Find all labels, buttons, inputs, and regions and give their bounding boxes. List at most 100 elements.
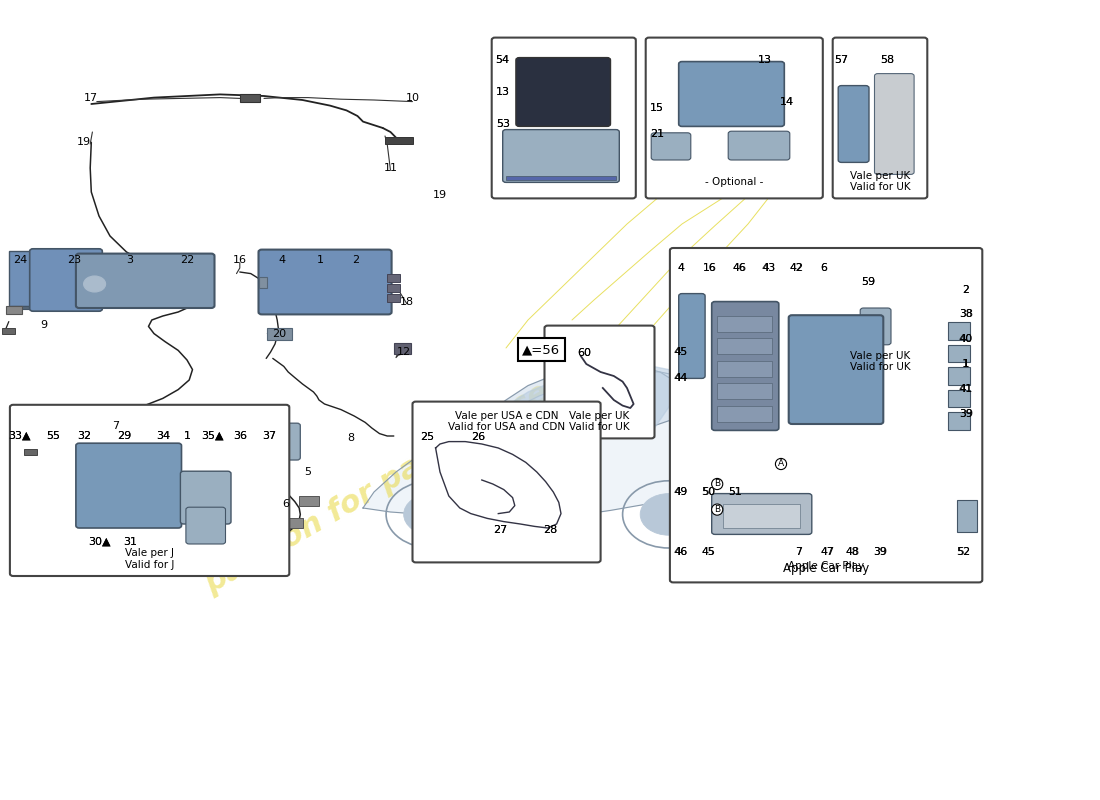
Text: 43: 43	[762, 263, 776, 273]
Text: 36: 36	[233, 431, 246, 441]
Text: 46: 46	[674, 547, 688, 557]
FancyBboxPatch shape	[412, 402, 601, 562]
FancyBboxPatch shape	[270, 423, 300, 460]
Bar	[717, 406, 772, 422]
Text: 16: 16	[233, 255, 246, 265]
Text: 41: 41	[959, 384, 972, 394]
FancyBboxPatch shape	[492, 38, 636, 198]
Text: 14: 14	[780, 98, 793, 107]
Text: 25: 25	[420, 432, 433, 442]
Text: 5: 5	[305, 467, 311, 477]
FancyBboxPatch shape	[76, 443, 182, 528]
FancyBboxPatch shape	[76, 254, 214, 308]
Text: 33▲: 33▲	[9, 431, 31, 441]
Text: 52: 52	[957, 547, 970, 557]
Text: 46: 46	[733, 263, 746, 273]
Text: 35▲: 35▲	[201, 431, 223, 441]
Bar	[948, 390, 970, 407]
FancyBboxPatch shape	[712, 302, 779, 430]
Text: 25: 25	[420, 432, 433, 442]
Text: 21: 21	[650, 130, 663, 139]
Circle shape	[404, 494, 461, 535]
Text: 7: 7	[112, 421, 119, 430]
Text: 34: 34	[156, 431, 169, 441]
Bar	[948, 345, 970, 362]
Text: 4: 4	[678, 263, 684, 273]
Text: B: B	[714, 505, 720, 514]
Text: 34: 34	[156, 431, 169, 441]
FancyBboxPatch shape	[860, 308, 891, 345]
Bar	[394, 343, 411, 354]
Text: 44: 44	[674, 373, 688, 382]
Text: 42: 42	[790, 263, 803, 273]
FancyBboxPatch shape	[670, 248, 982, 582]
Text: 52: 52	[957, 547, 970, 557]
Bar	[258, 277, 267, 288]
Bar	[717, 338, 772, 354]
Text: 1: 1	[962, 359, 969, 369]
Bar	[385, 137, 412, 144]
Bar	[957, 500, 977, 532]
Bar	[299, 496, 319, 506]
Text: 27: 27	[494, 525, 507, 534]
Text: 31: 31	[123, 537, 136, 546]
Text: 1: 1	[317, 255, 323, 265]
Text: 59: 59	[861, 277, 875, 286]
Text: 13: 13	[496, 87, 509, 97]
Bar	[717, 316, 772, 332]
Circle shape	[84, 276, 106, 292]
Text: 13: 13	[758, 55, 771, 65]
Text: 50: 50	[702, 487, 715, 497]
Text: 57: 57	[835, 55, 848, 65]
Text: 39: 39	[873, 547, 887, 557]
FancyBboxPatch shape	[712, 494, 812, 534]
Text: 4: 4	[678, 263, 684, 273]
Text: 3: 3	[126, 255, 133, 265]
FancyBboxPatch shape	[838, 86, 869, 162]
FancyBboxPatch shape	[679, 294, 705, 378]
Text: 29: 29	[118, 431, 131, 441]
Text: 39: 39	[959, 409, 972, 418]
FancyBboxPatch shape	[874, 74, 914, 174]
Text: 37: 37	[263, 431, 276, 441]
Text: 60: 60	[578, 348, 591, 358]
Bar	[717, 361, 772, 377]
FancyBboxPatch shape	[258, 250, 392, 314]
Text: 44: 44	[674, 373, 688, 382]
Text: 19: 19	[433, 190, 447, 200]
Text: 45: 45	[702, 547, 715, 557]
Text: 2: 2	[962, 285, 969, 294]
Text: 30▲: 30▲	[88, 537, 110, 546]
Text: 2: 2	[352, 255, 359, 265]
Text: 48: 48	[846, 547, 859, 557]
Text: 40: 40	[959, 334, 972, 344]
Text: 54: 54	[496, 55, 509, 65]
Text: 58: 58	[881, 55, 894, 65]
Bar	[267, 328, 292, 340]
Text: 15: 15	[650, 103, 663, 113]
FancyBboxPatch shape	[544, 326, 654, 438]
Text: 57: 57	[835, 55, 848, 65]
Bar	[387, 294, 400, 302]
Text: Vale per UK
Valid for UK: Vale per UK Valid for UK	[849, 350, 911, 372]
Text: 37: 37	[263, 431, 276, 441]
Text: 47: 47	[821, 547, 834, 557]
Text: 2: 2	[962, 285, 969, 294]
FancyBboxPatch shape	[646, 38, 823, 198]
FancyBboxPatch shape	[833, 250, 927, 378]
FancyBboxPatch shape	[728, 131, 790, 160]
Text: 20: 20	[273, 329, 286, 338]
FancyBboxPatch shape	[679, 62, 784, 126]
Text: 6: 6	[821, 263, 827, 273]
Bar	[9, 251, 33, 306]
Text: 58: 58	[881, 55, 894, 65]
Text: 30▲: 30▲	[88, 537, 110, 546]
Text: 13: 13	[758, 55, 771, 65]
Text: 23: 23	[67, 255, 80, 265]
Text: 6: 6	[283, 499, 289, 509]
FancyBboxPatch shape	[186, 507, 225, 544]
Polygon shape	[363, 372, 742, 518]
Text: A: A	[778, 459, 784, 469]
Text: 39: 39	[873, 547, 887, 557]
Text: 12: 12	[397, 347, 410, 357]
